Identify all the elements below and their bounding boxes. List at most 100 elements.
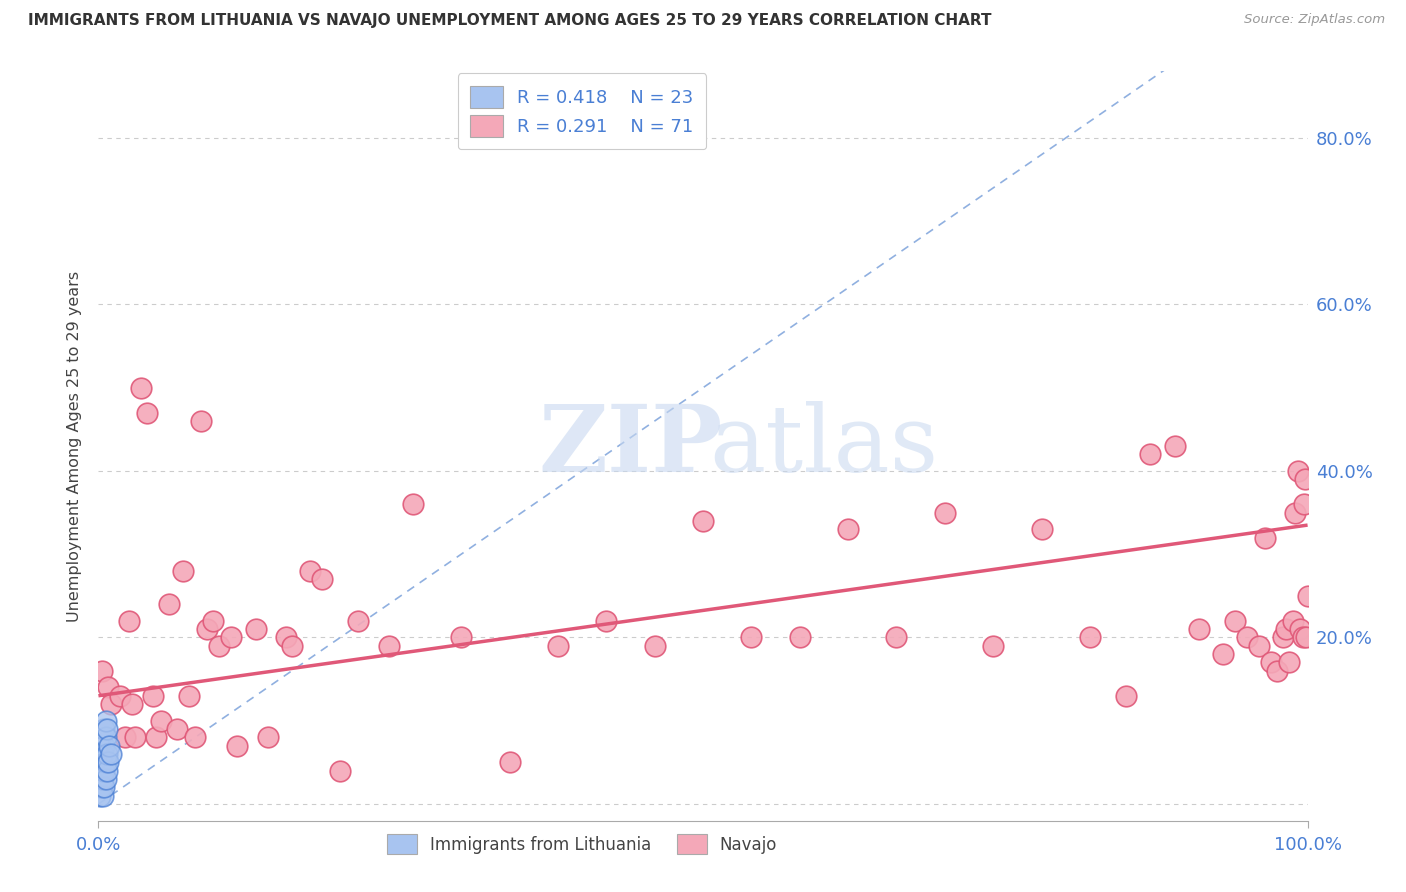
Point <box>1292 631 1315 645</box>
Point <box>190 414 212 428</box>
Point <box>91 756 114 770</box>
Point <box>1296 589 1319 603</box>
Point <box>226 739 249 753</box>
Point <box>135 406 157 420</box>
Point <box>1260 656 1282 670</box>
Point <box>1223 614 1246 628</box>
Y-axis label: Unemployment Among Ages 25 to 29 years: Unemployment Among Ages 25 to 29 years <box>67 270 83 622</box>
Point <box>97 681 120 695</box>
Point <box>402 497 425 511</box>
Point <box>1212 647 1234 661</box>
Point <box>90 764 112 778</box>
Point <box>245 622 267 636</box>
Point <box>89 789 111 803</box>
Point <box>934 506 956 520</box>
Point <box>1278 656 1301 670</box>
Point <box>547 639 569 653</box>
Point <box>1078 631 1101 645</box>
Point <box>1139 447 1161 461</box>
Point <box>1249 639 1271 653</box>
Point <box>1272 631 1295 645</box>
Point <box>157 597 180 611</box>
Point <box>595 614 617 628</box>
Point <box>1163 439 1185 453</box>
Point <box>145 731 167 745</box>
Point <box>91 772 114 786</box>
Point <box>184 731 207 745</box>
Point <box>142 689 165 703</box>
Point <box>644 639 666 653</box>
Point <box>179 689 201 703</box>
Point <box>1275 622 1298 636</box>
Point <box>1289 622 1312 636</box>
Point <box>498 756 520 770</box>
Point <box>91 789 114 803</box>
Point <box>377 639 399 653</box>
Text: Source: ZipAtlas.com: Source: ZipAtlas.com <box>1244 13 1385 27</box>
Point <box>886 631 908 645</box>
Point <box>100 747 122 761</box>
Point <box>1267 664 1289 678</box>
Point <box>98 739 121 753</box>
Point <box>94 772 117 786</box>
Point <box>93 780 115 795</box>
Point <box>1254 531 1277 545</box>
Point <box>1236 631 1258 645</box>
Text: ZIP: ZIP <box>538 401 723 491</box>
Point <box>100 697 122 711</box>
Point <box>274 631 297 645</box>
Point <box>1284 506 1306 520</box>
Point <box>108 689 131 703</box>
Point <box>1286 464 1309 478</box>
Point <box>981 639 1004 653</box>
Point <box>96 764 118 778</box>
Point <box>1295 631 1317 645</box>
Point <box>94 714 117 728</box>
Point <box>1188 622 1211 636</box>
Point <box>450 631 472 645</box>
Point <box>114 731 136 745</box>
Point <box>124 731 146 745</box>
Point <box>94 756 117 770</box>
Point <box>692 514 714 528</box>
Point <box>1294 472 1316 486</box>
Point <box>256 731 278 745</box>
Point <box>195 622 218 636</box>
Point <box>121 697 143 711</box>
Point <box>1282 614 1305 628</box>
Point <box>789 631 811 645</box>
Point <box>91 664 114 678</box>
Point <box>129 381 152 395</box>
Text: IMMIGRANTS FROM LITHUANIA VS NAVAJO UNEMPLOYMENT AMONG AGES 25 TO 29 YEARS CORRE: IMMIGRANTS FROM LITHUANIA VS NAVAJO UNEM… <box>28 13 991 29</box>
Point <box>93 739 115 753</box>
Point <box>90 780 112 795</box>
Point <box>347 614 370 628</box>
Point <box>281 639 304 653</box>
Point <box>1031 522 1053 536</box>
Text: atlas: atlas <box>709 401 939 491</box>
Point <box>740 631 762 645</box>
Point <box>1115 689 1137 703</box>
Point <box>837 522 859 536</box>
Point <box>311 572 333 586</box>
Point <box>91 747 114 761</box>
Point <box>91 772 114 786</box>
Point <box>202 614 225 628</box>
Point <box>118 614 141 628</box>
Point <box>96 722 118 736</box>
Legend: Immigrants from Lithuania, Navajo: Immigrants from Lithuania, Navajo <box>380 828 785 861</box>
Point <box>172 564 194 578</box>
Point <box>166 722 188 736</box>
Point <box>1292 497 1315 511</box>
Point <box>97 756 120 770</box>
Point <box>221 631 243 645</box>
Point <box>93 722 115 736</box>
Point <box>91 780 114 795</box>
Point <box>96 747 118 761</box>
Point <box>329 764 352 778</box>
Point <box>150 714 173 728</box>
Point <box>94 731 117 745</box>
Point <box>208 639 231 653</box>
Point <box>93 764 115 778</box>
Point <box>299 564 322 578</box>
